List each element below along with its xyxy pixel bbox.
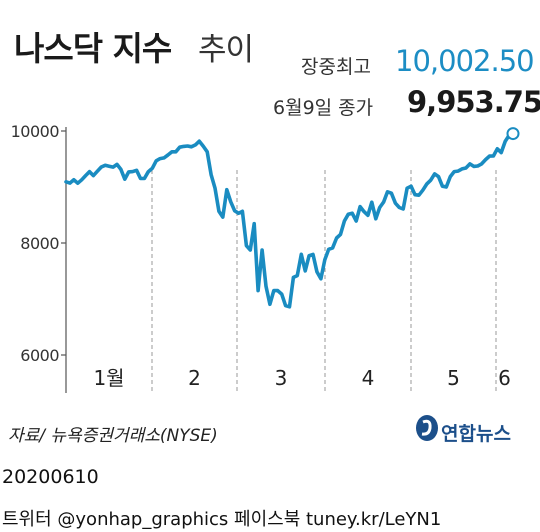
yonhap-logo-icon [416,415,438,441]
close-label: 6월9일 종가 [273,97,374,119]
month-label-1: 1월 [93,366,124,390]
month-label-5: 5 [447,366,460,390]
page-title-suffix: 추이 [198,32,254,68]
source-note: 자료/ 뉴욕증권거래소(NYSE) [8,426,218,446]
y-tick-label-6000: 6000 [20,346,59,365]
month-label-3: 3 [275,366,288,390]
y-tick-label-10000: 10000 [11,122,60,141]
publish-date: 20200610 [2,466,99,488]
intraday-high-label: 장중최고 [301,56,371,78]
yonhap-logo-text: 연합뉴스 [441,423,511,445]
intraday-high-value: 10,002.50 [395,44,535,78]
social-credit: 트위터 @yonhap_graphics 페이스북 tuney.kr/LeYN1 [2,509,442,530]
month-label-6: 6 [498,366,511,390]
y-tick-label-8000: 8000 [20,234,59,253]
month-label-2: 2 [188,366,201,390]
series-line [64,131,515,309]
end-point-marker [506,127,520,141]
close-value: 9,953.75 [407,85,540,119]
month-label-4: 4 [362,366,375,390]
nasdaq-line-chart: 6000 8000 10000 1월 2 3 4 5 6 [11,122,520,393]
page-title: 나스닥 지수 [14,29,172,68]
